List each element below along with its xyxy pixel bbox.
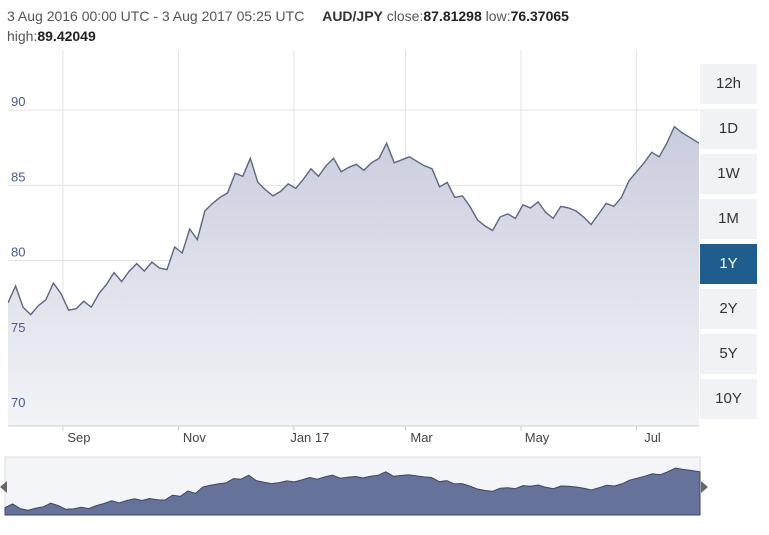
navigator-chart[interactable]: [0, 455, 712, 517]
navigator-area: [4, 467, 701, 516]
navigator-left-handle-icon[interactable]: [0, 481, 7, 493]
x-tick-label: Mar: [410, 430, 433, 445]
low-label: low:: [485, 8, 511, 24]
y-tick-label: 85: [11, 169, 25, 184]
x-tick-label: May: [525, 430, 550, 445]
timeframe-1d-button[interactable]: 1D: [700, 109, 757, 149]
chart-header: 3 Aug 2016 00:00 UTC - 3 Aug 2017 05:25 …: [7, 6, 707, 46]
main-chart-area[interactable]: 70 75 80 85 90 Sep Nov Jan 17 Mar May Jul: [8, 50, 699, 445]
timeframe-5y-button[interactable]: 5Y: [700, 334, 757, 374]
range-navigator[interactable]: [0, 455, 712, 517]
low-value: 76.37065: [510, 8, 569, 24]
y-tick-label: 80: [11, 245, 25, 260]
navigator-right-handle-icon[interactable]: [701, 481, 708, 493]
price-line: [8, 125, 699, 316]
high-label: high:: [7, 28, 38, 44]
timeframe-12h-button[interactable]: 12h: [700, 64, 757, 104]
x-tick-label: Jan 17: [290, 430, 329, 445]
price-area: [8, 126, 699, 426]
currency-pair: AUD/JPY: [322, 8, 383, 24]
timeframe-1y-button[interactable]: 1Y: [700, 244, 757, 284]
timeframe-selector: 12h 1D 1W 1M 1Y 2Y 5Y 10Y: [700, 64, 757, 424]
price-chart[interactable]: 70 75 80 85 90 Sep Nov Jan 17 Mar May Jul: [8, 50, 699, 450]
close-value: 87.81298: [423, 8, 482, 24]
date-range: 3 Aug 2016 00:00 UTC - 3 Aug 2017 05:25 …: [7, 8, 305, 24]
x-tick-label: Jul: [644, 430, 661, 445]
y-tick-label: 70: [11, 395, 25, 410]
timeframe-10y-button[interactable]: 10Y: [700, 379, 757, 419]
x-tick-label: Sep: [67, 430, 90, 445]
x-tick-label: Nov: [183, 430, 207, 445]
high-value: 89.42049: [37, 28, 96, 44]
close-label: close:: [386, 8, 424, 24]
timeframe-1w-button[interactable]: 1W: [700, 154, 757, 194]
y-tick-label: 75: [11, 320, 25, 335]
y-tick-label: 90: [11, 94, 25, 109]
timeframe-1m-button[interactable]: 1M: [700, 199, 757, 239]
timeframe-2y-button[interactable]: 2Y: [700, 289, 757, 329]
